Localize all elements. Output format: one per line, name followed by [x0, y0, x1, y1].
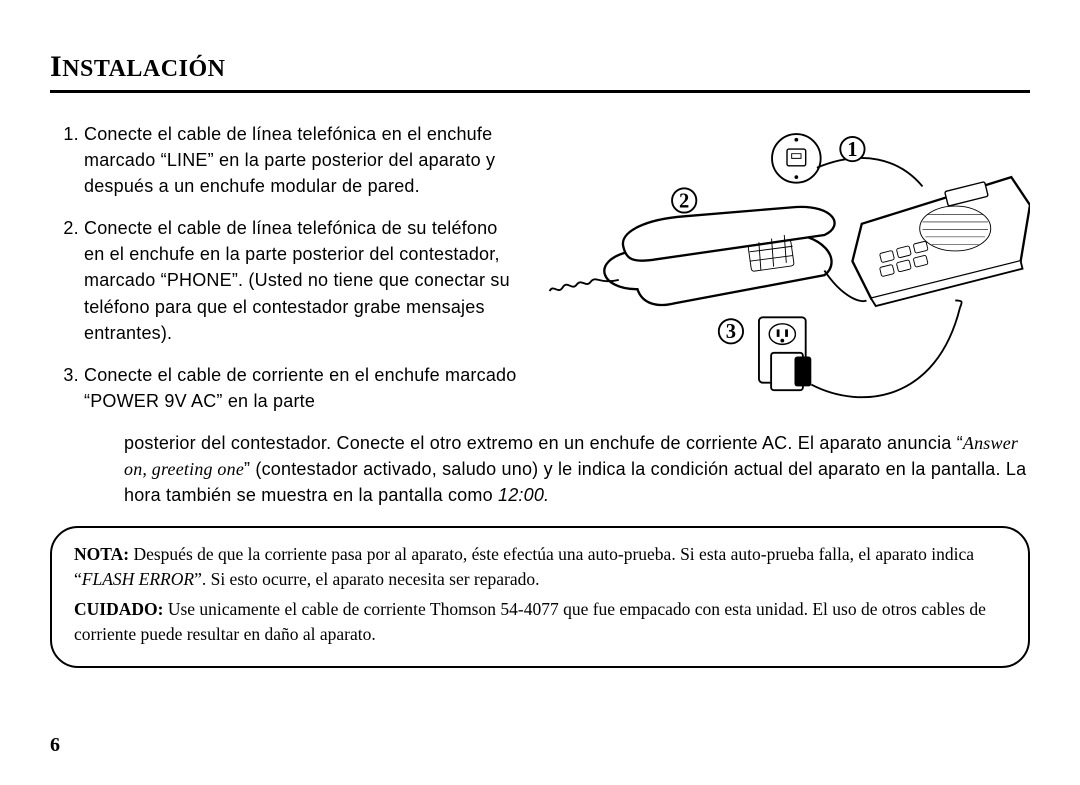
coiled-cord: [550, 279, 619, 291]
step-2: Conecte el cable de línea telefónica de …: [84, 215, 520, 345]
callout-3-text: 3: [726, 321, 736, 343]
manual-page: INSTALACIÓN Conecte el cable de línea te…: [0, 0, 1080, 785]
nota-label: NOTA:: [74, 544, 129, 564]
step-3-text-c: ” (contestador activado, saludo uno) y l…: [124, 459, 1026, 505]
installation-diagram: 1 2 3: [544, 121, 1030, 421]
callout-2-text: 2: [679, 190, 689, 212]
step-3: Conecte el cable de corriente en el ench…: [84, 362, 520, 414]
heading-rest: NSTALACIÓN: [62, 56, 225, 82]
step-2-text: Conecte el cable de línea telefónica de …: [84, 218, 510, 342]
wall-jack-icon: [772, 134, 821, 183]
cable-line-1: [817, 158, 923, 186]
section-heading: INSTALACIÓN: [50, 50, 1030, 93]
callout-3: 3: [719, 319, 743, 343]
nota-flash: FLASH ERROR: [82, 569, 194, 589]
step-3-text-a: Conecte el cable de corriente en el ench…: [84, 365, 516, 411]
content-row: Conecte el cable de línea telefónica en …: [50, 121, 1030, 430]
cable-power: [811, 300, 961, 397]
diagram-svg: 1 2 3: [544, 121, 1030, 411]
step-3-text-b: posterior del contestador. Conecte el ot…: [124, 433, 963, 453]
power-outlet-icon: [759, 317, 811, 390]
step-3-continuation: posterior del contestador. Conecte el ot…: [50, 430, 1030, 508]
steps-list: Conecte el cable de línea telefónica en …: [50, 121, 520, 414]
step-1-text: Conecte el cable de línea telefónica en …: [84, 124, 495, 196]
nota-text-b: ”. Si esto ocurre, el aparato necesita s…: [194, 569, 539, 589]
steps-column: Conecte el cable de línea telefónica en …: [50, 121, 520, 430]
step-1: Conecte el cable de línea telefónica en …: [84, 121, 520, 199]
page-number: 6: [50, 734, 60, 757]
cuidado-block: CUIDADO: Use unicamente el cable de corr…: [74, 597, 1006, 646]
cuidado-label: CUIDADO:: [74, 599, 163, 619]
step-3-time: 12:00.: [498, 485, 549, 505]
nota-block: NOTA: Después de que la corriente pasa p…: [74, 542, 1006, 591]
answering-machine-icon: [852, 177, 1030, 306]
telephone-icon: [604, 207, 834, 305]
heading-first-letter: I: [50, 50, 62, 83]
callout-1: 1: [840, 137, 864, 161]
callout-1-text: 1: [847, 139, 857, 161]
cuidado-text: Use unicamente el cable de corriente Tho…: [74, 599, 986, 644]
notes-box: NOTA: Después de que la corriente pasa p…: [50, 526, 1030, 668]
callout-2: 2: [672, 188, 696, 212]
